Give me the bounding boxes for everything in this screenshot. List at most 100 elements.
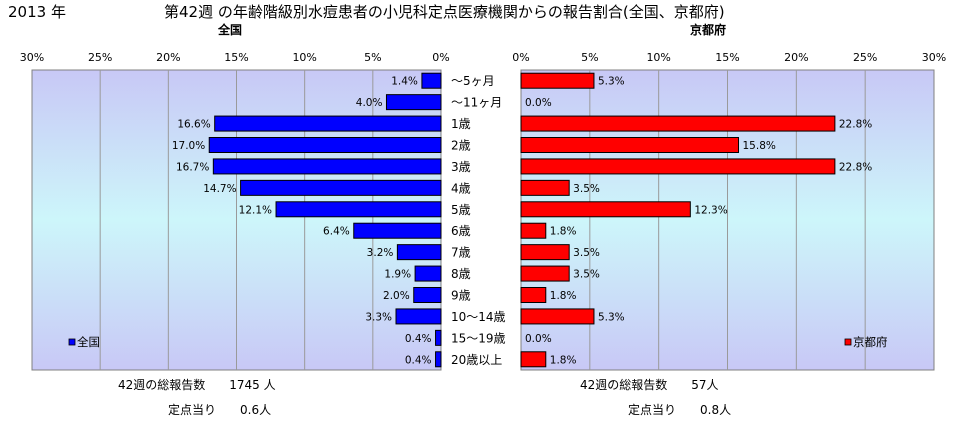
- bar-national: [435, 329, 442, 346]
- data-label-kyoto: 15.8%: [743, 140, 776, 152]
- data-label-national: 1.4%: [391, 76, 418, 88]
- tick-label-left: 30%: [20, 51, 44, 64]
- right-total-reports: 42週の総報告数 57人: [580, 377, 719, 392]
- bar-national: [385, 94, 442, 111]
- data-label-kyoto: 1.8%: [550, 354, 577, 366]
- tick-label-right: 5%: [581, 51, 598, 64]
- data-label-kyoto: 0.0%: [525, 333, 552, 345]
- tick-label-left: 0%: [432, 51, 449, 64]
- data-label-kyoto: 5.3%: [598, 76, 625, 88]
- data-label-kyoto: 22.8%: [839, 161, 872, 173]
- left-per-sentinel: 定点当り 0.6人: [168, 402, 271, 417]
- right-per-sentinel: 定点当り 0.8人: [628, 402, 731, 417]
- bar-kyoto: [520, 137, 740, 153]
- bar-kyoto: [520, 179, 570, 196]
- bar-kyoto: [520, 115, 836, 132]
- data-label-national: 12.1%: [239, 204, 272, 216]
- category-label: 1歳: [451, 117, 471, 131]
- tick-label-right: 20%: [784, 51, 808, 64]
- bar-kyoto: [520, 158, 836, 175]
- data-label-kyoto: 1.8%: [550, 290, 577, 302]
- bars: 1.4% 5.3% 4.0% 0.0% 16.6% 22.8% 17.0% 15.8% 16.7…: [172, 72, 872, 368]
- data-label-kyoto: 0.0%: [525, 97, 552, 109]
- data-label-kyoto: 3.5%: [573, 247, 600, 259]
- category-label: 〜11ヶ月: [451, 96, 502, 110]
- bar-national: [275, 201, 442, 218]
- category-labels: 〜5ヶ月〜11ヶ月 1歳 2歳 3歳 4歳 5歳 6歳 7歳 8歳 9歳 10〜14歳 15〜19歳 2…: [451, 74, 506, 367]
- data-label-national: 3.2%: [367, 247, 394, 259]
- bar-kyoto: [520, 308, 595, 325]
- tick-label-left: 5%: [364, 51, 381, 64]
- category-label: 4歳: [451, 181, 471, 195]
- category-label: 2歳: [451, 139, 471, 153]
- bar-national: [395, 308, 442, 325]
- legend-label-national: 全国: [77, 335, 100, 349]
- tick-label-left: 10%: [292, 51, 316, 64]
- tick-label-right: 0%: [512, 51, 529, 64]
- data-label-national: 17.0%: [172, 140, 205, 152]
- bar-national: [413, 287, 442, 303]
- category-label: 3歳: [451, 160, 471, 174]
- tick-label-right: 25%: [853, 51, 877, 64]
- tick-label-right: 15%: [715, 51, 739, 64]
- tick-label-right: 10%: [646, 51, 670, 64]
- category-label: 10〜14歳: [451, 310, 506, 324]
- bar-national: [414, 265, 442, 282]
- legend-left: 全国: [68, 335, 100, 349]
- data-label-national: 1.9%: [384, 269, 411, 281]
- bar-national: [421, 72, 442, 89]
- data-label-kyoto: 3.5%: [573, 183, 600, 195]
- bar-kyoto: [520, 222, 547, 239]
- category-label: 9歳: [451, 289, 471, 303]
- bar-national: [240, 179, 442, 196]
- tick-label-left: 20%: [156, 51, 180, 64]
- data-label-national: 0.4%: [405, 354, 432, 366]
- bar-national: [435, 351, 442, 368]
- data-label-national: 16.6%: [177, 119, 210, 131]
- bar-national: [208, 137, 442, 153]
- legend-right: 京都府: [844, 335, 888, 349]
- legend-swatch-national: [68, 338, 76, 346]
- bar-national: [212, 158, 442, 175]
- tick-label-left: 15%: [224, 51, 248, 64]
- data-label-national: 4.0%: [356, 97, 383, 109]
- bar-kyoto: [520, 201, 691, 218]
- bar-national: [353, 222, 442, 239]
- data-label-kyoto: 22.8%: [839, 119, 872, 131]
- axis-ticks: 0% 0% 5% 5% 10% 10% 15% 15% 20% 20% 25% 25% 30% 30%: [20, 51, 946, 64]
- legend-swatch-kyoto: [844, 338, 852, 346]
- data-label-national: 16.7%: [176, 161, 209, 173]
- bar-kyoto: [520, 244, 570, 261]
- bar-kyoto: [520, 265, 570, 282]
- bar-kyoto: [520, 351, 547, 368]
- bar-kyoto: [520, 287, 547, 303]
- data-label-national: 6.4%: [323, 226, 350, 238]
- year-label: 2013 年: [8, 3, 66, 21]
- chart-title: 第42週 の年齢階級別水痘患者の小児科定点医療機関からの報告割合(全国、京都府): [164, 3, 725, 21]
- legend-label-kyoto: 京都府: [853, 335, 888, 349]
- data-label-national: 3.3%: [365, 311, 392, 323]
- data-label-kyoto: 3.5%: [573, 269, 600, 281]
- data-label-kyoto: 5.3%: [598, 311, 625, 323]
- tick-label-left: 25%: [88, 51, 112, 64]
- category-label: 8歳: [451, 267, 471, 281]
- tick-label-right: 30%: [922, 51, 946, 64]
- bar-kyoto: [520, 72, 595, 89]
- left-total-reports: 42週の総報告数 1745 人: [118, 377, 276, 392]
- right-panel-title: 京都府: [690, 22, 726, 37]
- left-panel-title: 全国: [217, 22, 242, 37]
- bar-national: [396, 244, 442, 261]
- category-label: 6歳: [451, 224, 471, 238]
- category-label: 20歳以上: [451, 353, 502, 367]
- data-label-national: 2.0%: [383, 290, 410, 302]
- category-label: 〜5ヶ月: [451, 74, 495, 88]
- category-label: 15〜19歳: [451, 331, 506, 345]
- data-label-kyoto: 1.8%: [550, 226, 577, 238]
- bar-national: [214, 115, 442, 132]
- category-label: 7歳: [451, 246, 471, 260]
- data-label-national: 14.7%: [203, 183, 236, 195]
- data-label-national: 0.4%: [405, 333, 432, 345]
- category-label: 5歳: [451, 203, 471, 217]
- data-label-kyoto: 12.3%: [694, 204, 727, 216]
